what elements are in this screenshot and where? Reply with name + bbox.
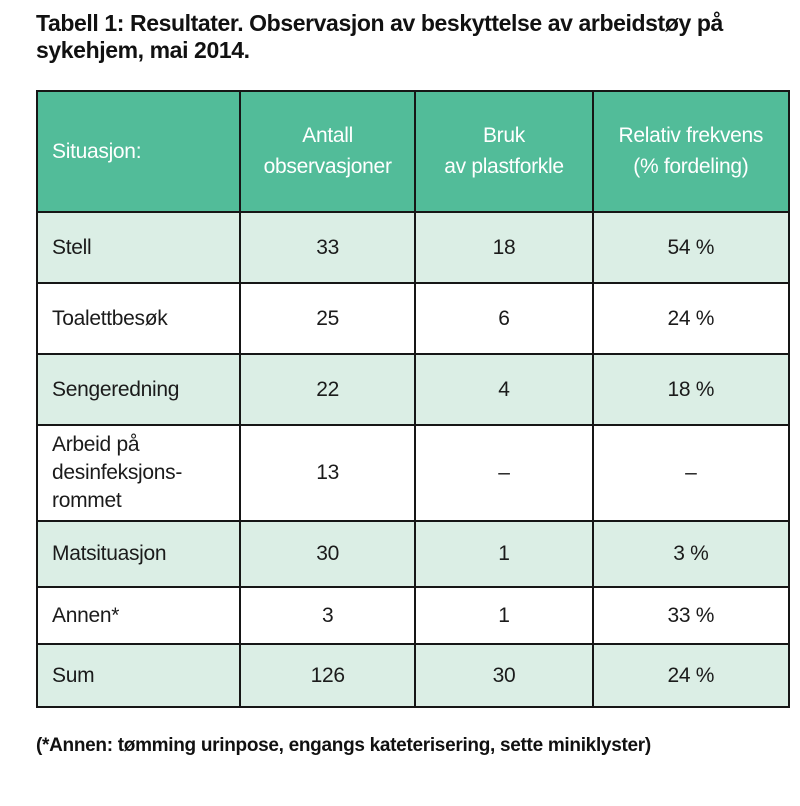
- header-relativ-frekvens: Relativ frekvens (% fordeling): [591, 90, 791, 214]
- cell-situasjon: Sum: [35, 643, 242, 709]
- cell-situasjon: Arbeid på desinfeksjons- rommet: [35, 424, 242, 523]
- cell-bruk: 4: [414, 353, 594, 427]
- cell-situasjon: Toalettbesøk: [35, 282, 242, 356]
- table-title: Tabell 1: Resultater. Observasjon av bes…: [36, 10, 723, 64]
- cell-antall: 22: [239, 353, 417, 427]
- cell-frekvens: 33 %: [591, 586, 791, 646]
- cell-bruk: 1: [414, 586, 594, 646]
- table-row-stell: Stell 33 18 54 %: [35, 211, 791, 285]
- results-table: Situasjon: Antall observasjoner Bruk av …: [35, 90, 791, 709]
- header-situasjon: Situasjon:: [35, 90, 242, 214]
- header-bruk-av-plastforkle: Bruk av plastforkle: [414, 90, 594, 214]
- cell-frekvens: 54 %: [591, 211, 791, 285]
- cell-frekvens: 3 %: [591, 520, 791, 589]
- cell-frekvens: –: [591, 424, 791, 523]
- cell-bruk: –: [414, 424, 594, 523]
- cell-antall: 33: [239, 211, 417, 285]
- cell-bruk: 18: [414, 211, 594, 285]
- table-row-sum: Sum 126 30 24 %: [35, 643, 791, 709]
- footnote: (*Annen: tømming urinpose, engangs katet…: [36, 735, 651, 757]
- table-body: Stell 33 18 54 % Toalettbesøk 25 6 24 % …: [35, 211, 791, 709]
- table-row-matsituasjon: Matsituasjon 30 1 3 %: [35, 520, 791, 589]
- cell-bruk: 1: [414, 520, 594, 589]
- table-row-annen: Annen* 3 1 33 %: [35, 586, 791, 646]
- cell-antall: 25: [239, 282, 417, 356]
- cell-frekvens: 24 %: [591, 282, 791, 356]
- cell-situasjon: Stell: [35, 211, 242, 285]
- cell-antall: 30: [239, 520, 417, 589]
- header-row: Situasjon: Antall observasjoner Bruk av …: [35, 90, 791, 214]
- cell-antall: 3: [239, 586, 417, 646]
- cell-situasjon: Matsituasjon: [35, 520, 242, 589]
- cell-bruk: 30: [414, 643, 594, 709]
- cell-antall: 13: [239, 424, 417, 523]
- table-row-toalettbesok: Toalettbesøk 25 6 24 %: [35, 282, 791, 356]
- cell-frekvens: 18 %: [591, 353, 791, 427]
- table-header: Situasjon: Antall observasjoner Bruk av …: [35, 90, 791, 214]
- header-antall-observasjoner: Antall observasjoner: [239, 90, 417, 214]
- cell-frekvens: 24 %: [591, 643, 791, 709]
- cell-antall: 126: [239, 643, 417, 709]
- table-row-sengeredning: Sengeredning 22 4 18 %: [35, 353, 791, 427]
- cell-situasjon: Annen*: [35, 586, 242, 646]
- cell-situasjon: Sengeredning: [35, 353, 242, 427]
- table-row-arbeid-pa-desinfeksjonsrommet: Arbeid på desinfeksjons- rommet 13 – –: [35, 424, 791, 523]
- cell-bruk: 6: [414, 282, 594, 356]
